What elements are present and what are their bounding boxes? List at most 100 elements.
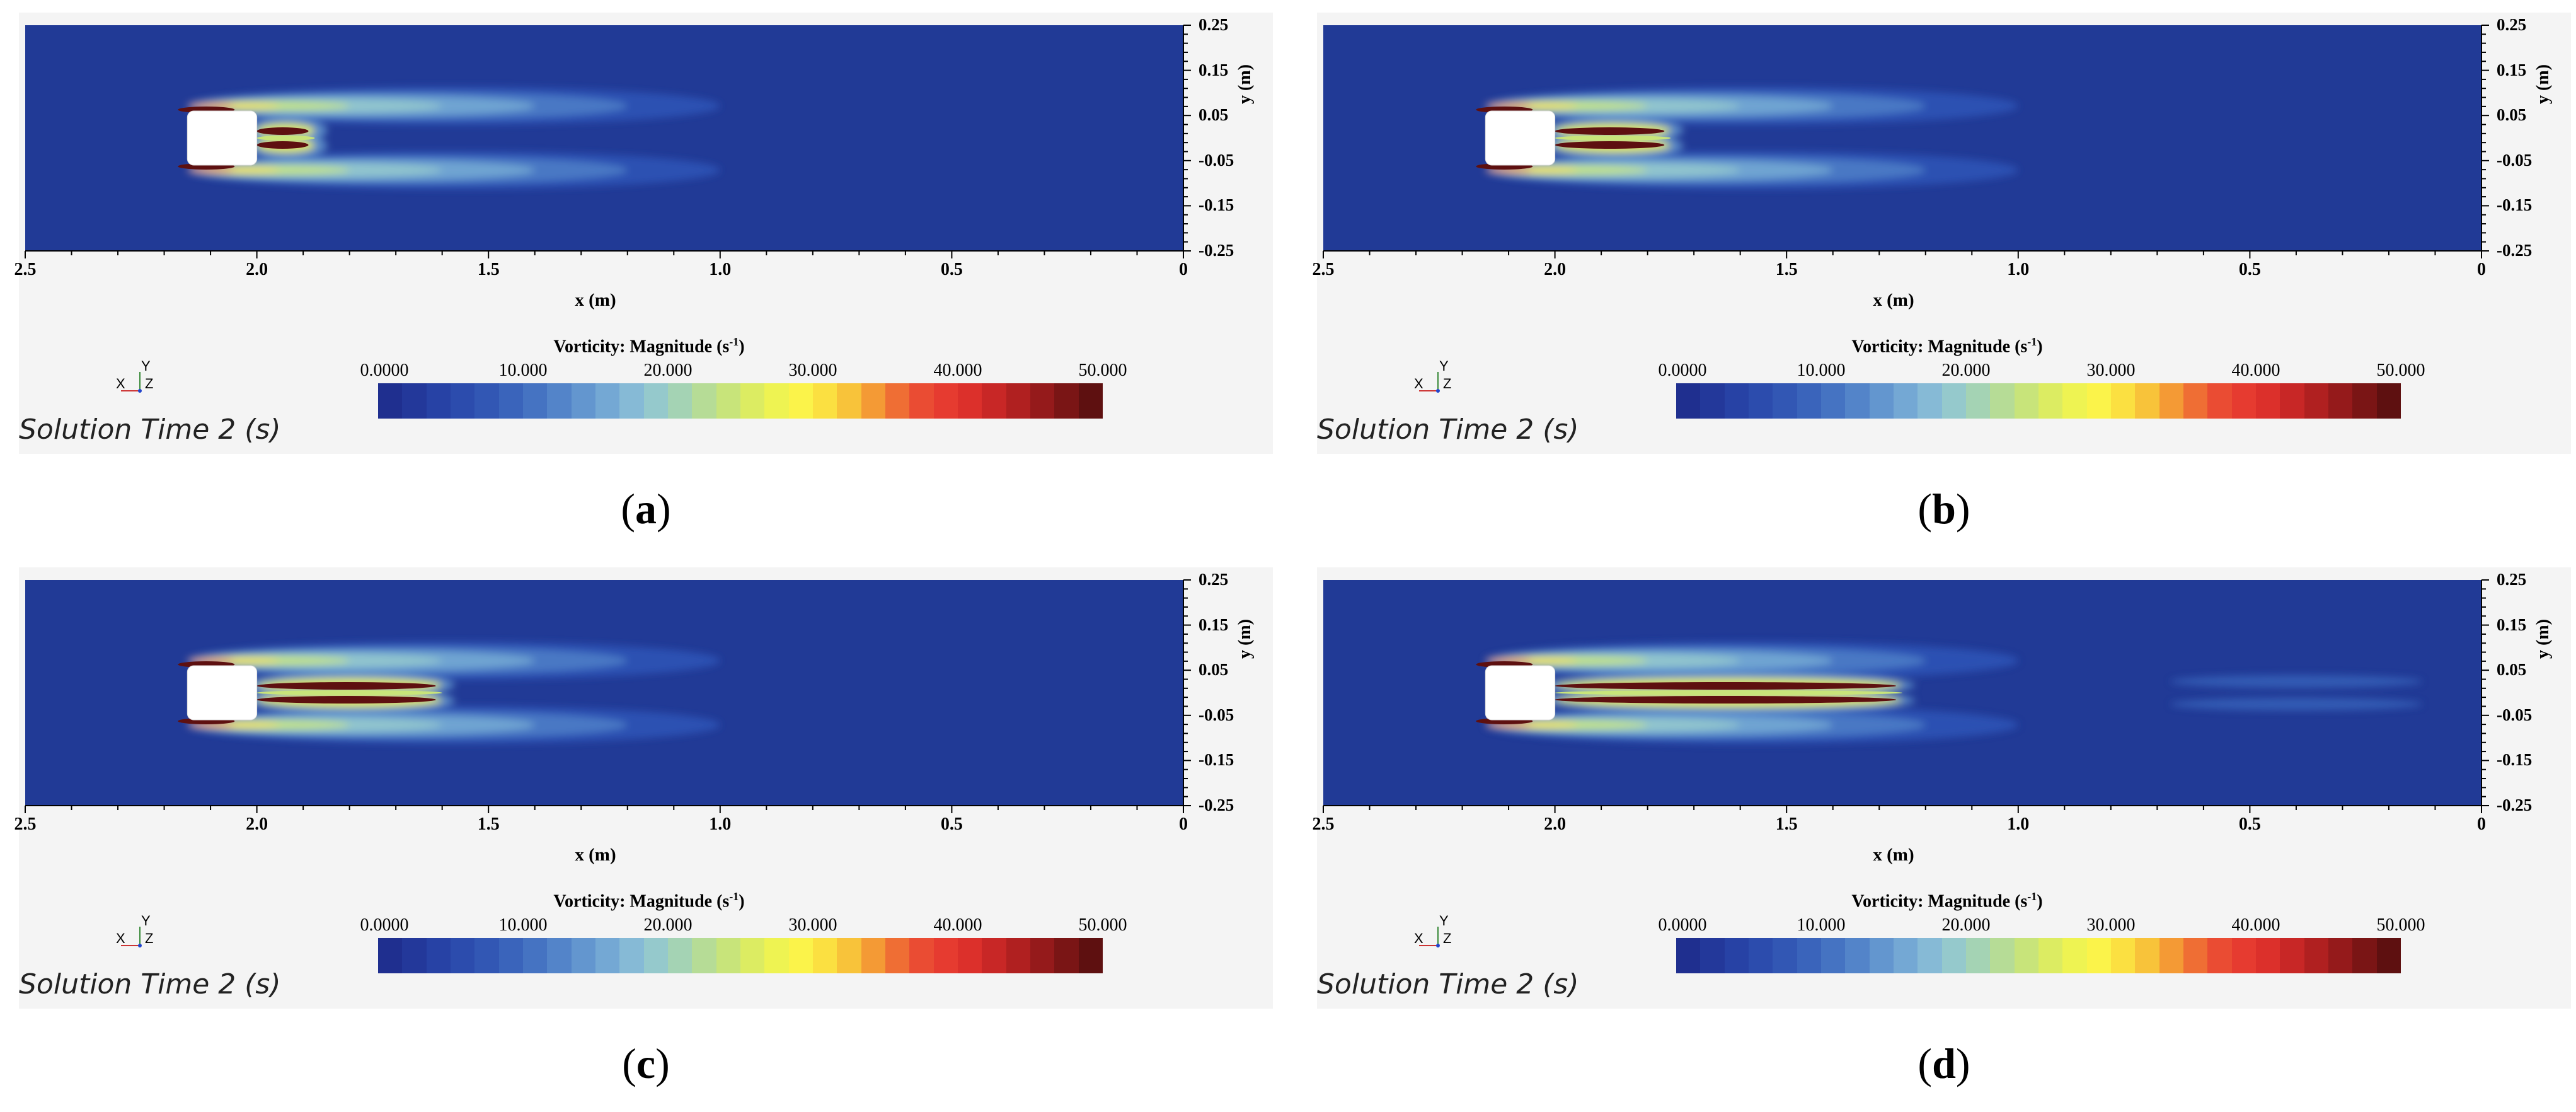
colorbar-swatch	[1054, 383, 1079, 419]
panel-frame: y (m) x (m) Vorticity: Magnitude (s-1) Y…	[14, 567, 1273, 1009]
figure-panel: y (m) x (m) Vorticity: Magnitude (s-1) Y…	[14, 567, 1273, 1087]
wake-core-lower	[1555, 141, 1665, 149]
colorbar-swatch	[571, 938, 595, 973]
triad-y-label: Y	[141, 913, 151, 929]
x-tick-label: 2.5	[14, 260, 37, 279]
colorbar-tick-label: 10.000	[498, 361, 548, 380]
colorbar-swatch	[2304, 938, 2328, 973]
colorbar-swatch	[1965, 383, 1991, 419]
panel-caption: (d)	[1918, 1040, 1970, 1087]
colorbar-swatch	[1773, 938, 1797, 973]
colorbar-tick-label: 30.000	[788, 915, 837, 935]
wake-centerline	[1555, 136, 1671, 141]
colorbar-tick-label: 10.000	[1797, 361, 1846, 380]
vorticity-field	[178, 87, 720, 189]
wake-core-lower	[256, 696, 436, 704]
y-tick-label: 0.25	[1199, 570, 1229, 589]
colorbar-swatch	[2328, 383, 2353, 419]
panel-caption-letter: a	[635, 485, 657, 533]
colorbar	[1676, 938, 2401, 973]
y-tick-label: 0.25	[2497, 570, 2527, 589]
panel-caption: (a)	[621, 485, 671, 533]
solution-time-label: Solution Time 2 (s)	[1317, 968, 1579, 1000]
colorbar-swatch	[1700, 383, 1725, 419]
colorbar-swatch	[692, 383, 716, 419]
colorbar-swatch	[982, 938, 1006, 973]
colorbar-swatch	[764, 938, 789, 973]
colorbar-swatch	[643, 938, 668, 973]
y-axis-label: y (m)	[1235, 64, 1255, 104]
colorbar-swatch	[595, 383, 620, 419]
colorbar-swatch	[2086, 383, 2111, 419]
colorbar-tick-label: 0.0000	[1658, 361, 1707, 380]
colorbar-tick-label: 30.000	[2086, 361, 2136, 380]
colorbar-swatch	[474, 383, 499, 419]
colorbar-swatch	[2110, 938, 2136, 973]
colorbar-tick-label: 50.000	[2376, 361, 2425, 380]
colorbar-swatch	[957, 938, 982, 973]
vorticity-contour-plot	[25, 579, 1191, 813]
vorticity-field	[1476, 642, 2422, 744]
panel-caption-letter: b	[1932, 485, 1956, 533]
wake-core-upper	[256, 127, 309, 135]
colorbar-swatch	[812, 938, 837, 973]
colorbar-swatch	[1676, 938, 1701, 973]
solution-time-label: Solution Time 2 (s)	[1317, 414, 1579, 446]
colorbar-swatch	[740, 383, 765, 419]
vorticity-contour-plot	[1323, 25, 2489, 258]
axes-triad-graphic	[121, 927, 142, 947]
colorbar-tick-label: 40.000	[933, 915, 982, 935]
triad-z-label: Z	[145, 376, 154, 391]
triad-x-label: X	[1414, 930, 1423, 946]
colorbar-swatch	[909, 938, 934, 973]
colorbar-swatch	[643, 383, 668, 419]
wake-centerline	[1555, 690, 1902, 695]
y-axis-label: y (m)	[2533, 64, 2553, 104]
panel-caption-letter: d	[1932, 1040, 1956, 1087]
colorbar-swatch	[1748, 383, 1773, 419]
colorbar-swatch	[498, 938, 523, 973]
coordinate-triad-icon: Y X Z	[1413, 358, 1463, 408]
y-tick-label: -0.15	[2497, 750, 2533, 770]
y-axis-label: y (m)	[1235, 619, 1255, 659]
colorbar-swatch	[1078, 938, 1103, 973]
colorbar-swatch	[571, 383, 595, 419]
x-tick-label: 2.0	[246, 260, 268, 279]
x-tick-label: 1.0	[2007, 814, 2030, 834]
colorbar-swatch	[2159, 938, 2183, 973]
x-tick-label: 2.0	[1544, 814, 1567, 834]
wake-centerline	[256, 136, 315, 141]
bluff-body	[187, 110, 258, 166]
colorbar-tick-label: 50.000	[2376, 915, 2425, 935]
colorbar-swatch	[2135, 938, 2159, 973]
colorbar-swatch	[2110, 383, 2136, 419]
colorbar-swatch	[402, 383, 427, 419]
y-tick-label: 0.15	[1199, 615, 1229, 634]
colorbar-swatch	[1990, 383, 2015, 419]
x-tick-label: 2.5	[1312, 814, 1335, 834]
vorticity-contour-plot	[1323, 579, 2489, 813]
x-tick-label: 0	[2477, 260, 2486, 279]
colorbar-swatch	[2280, 938, 2304, 973]
x-axis-label: x (m)	[1873, 845, 1914, 865]
colorbar-swatch	[2086, 938, 2111, 973]
x-axis-label: x (m)	[1873, 290, 1914, 310]
colorbar-swatch	[1893, 938, 1918, 973]
triad-y-label: Y	[1439, 913, 1449, 929]
colorbar-swatch	[1965, 938, 1991, 973]
colorbar-tick-label: 0.0000	[360, 361, 409, 380]
colorbar-swatch	[2062, 938, 2087, 973]
panel-caption: (c)	[622, 1040, 670, 1087]
colorbar-title: Vorticity: Magnitude (s-1)	[553, 335, 745, 357]
y-tick-label: -0.25	[2497, 241, 2533, 260]
colorbar-swatch	[1724, 383, 1749, 419]
triad-x-label: X	[116, 930, 125, 946]
colorbar-swatch	[450, 938, 475, 973]
solution-time-label: Solution Time 2 (s)	[19, 968, 281, 1000]
colorbar-swatch	[885, 938, 910, 973]
figure-panel: y (m) x (m) Vorticity: Magnitude (s-1) Y…	[1313, 567, 2571, 1087]
colorbar-swatch	[1054, 938, 1079, 973]
colorbar-tick-label: 0.0000	[1658, 915, 1707, 935]
x-tick-label: 1.0	[2007, 260, 2030, 279]
colorbar-swatch	[2038, 938, 2063, 973]
